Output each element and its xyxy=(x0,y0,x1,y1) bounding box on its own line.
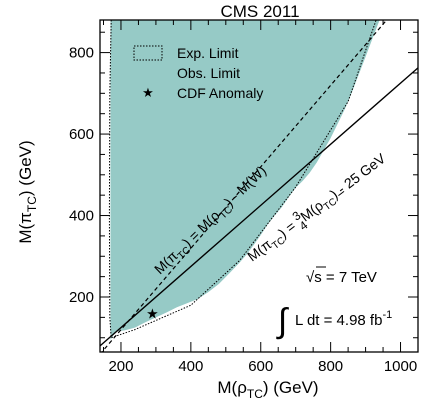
plot-frame xyxy=(99,19,419,353)
energy-text: = 7 TeV xyxy=(322,269,377,286)
integral-icon: ∫ xyxy=(276,302,289,340)
plot-area xyxy=(100,20,418,352)
x-axis-ticks: 200 400 600 800 1000 xyxy=(102,20,419,375)
y-tick-label: 400 xyxy=(69,208,94,225)
x-tick-label: 800 xyxy=(318,358,343,375)
lumi-sup: -1 xyxy=(382,309,392,321)
luminosity-annotation: ∫ L dt = 4.98 fb-1 xyxy=(276,302,392,340)
sqrt-icon: √ xyxy=(306,269,315,286)
legend-label-cdf: CDF Anomaly xyxy=(177,85,263,101)
svg-text:√s = 7 TeV: √s = 7 TeV xyxy=(306,269,377,286)
sqrt-var: s xyxy=(314,269,322,286)
y-tick-label: 200 xyxy=(69,289,94,306)
legend-label-observed: Obs. Limit xyxy=(177,65,240,81)
legend-label-expected: Exp. Limit xyxy=(177,45,239,61)
y-axis-title: M(πTC) (GeV) xyxy=(16,140,39,243)
expected-limit-outline xyxy=(108,20,377,339)
reference-line-w-mass xyxy=(101,20,388,352)
x-tick-label: 400 xyxy=(178,358,203,375)
observed-limit-area xyxy=(110,20,380,340)
lumi-text: L dt = 4.98 fb xyxy=(295,312,382,329)
chart-title: CMS 2011 xyxy=(220,2,299,21)
legend: Exp. Limit Obs. Limit ★ CDF Anomaly xyxy=(133,45,263,101)
x-tick-label: 200 xyxy=(108,358,133,375)
y-tick-label: 600 xyxy=(69,126,94,143)
y-axis-title-sub: TC xyxy=(25,196,39,212)
legend-star-icon: ★ xyxy=(142,85,154,100)
y-tick-label: 800 xyxy=(69,45,94,62)
cdf-anomaly-marker: ★ xyxy=(146,305,159,321)
svg-text:L dt = 4.98 fb-1: L dt = 4.98 fb-1 xyxy=(295,309,392,329)
x-axis-title: M(ρTC) (GeV) xyxy=(217,378,318,401)
legend-swatch-observed xyxy=(134,66,162,80)
fraction-bar xyxy=(338,190,345,197)
energy-annotation: √s = 7 TeV xyxy=(306,266,377,286)
x-axis-title-sub: TC xyxy=(247,387,263,401)
x-tick-label: 1000 xyxy=(384,358,417,375)
reference-line-three-quarters xyxy=(100,67,418,347)
x-tick-label: 600 xyxy=(248,358,273,375)
y-axis-ticks: 200 400 600 800 xyxy=(69,31,418,339)
